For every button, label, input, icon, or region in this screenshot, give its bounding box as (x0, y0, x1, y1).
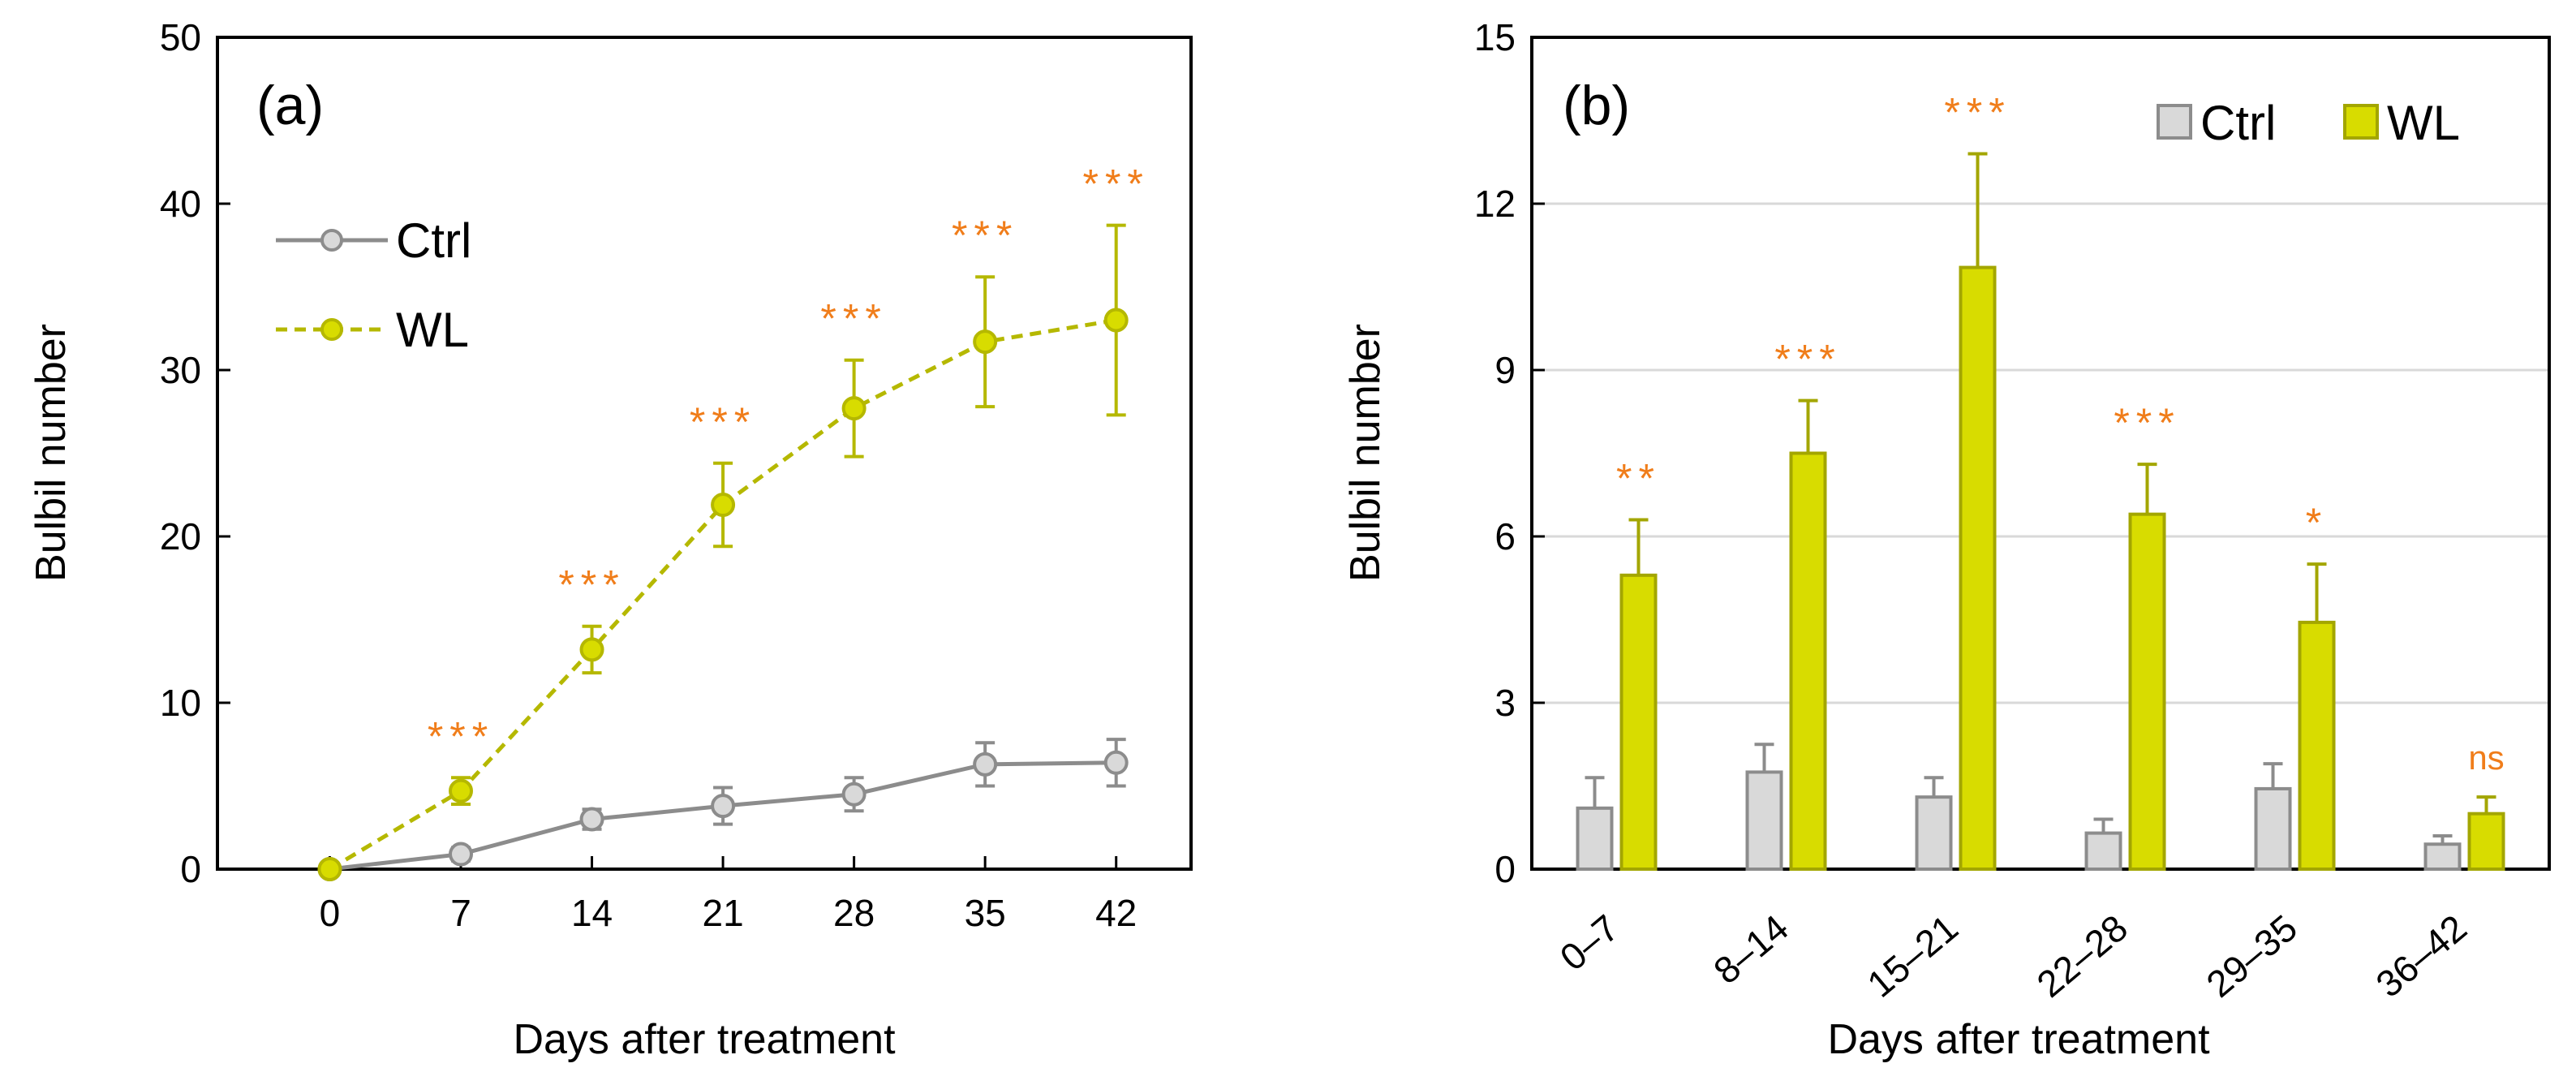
x-tick-label: 42 (1095, 892, 1137, 934)
bar-group (1915, 152, 1997, 872)
bar-group (1745, 398, 1827, 872)
x-tick-label: 35 (965, 892, 1006, 934)
x-tick-label: 15–21 (1860, 906, 1966, 1005)
data-point (711, 794, 736, 819)
x-tick-label: 7 (450, 892, 471, 934)
data-point (841, 781, 867, 807)
significance-label: *** (1774, 337, 1841, 382)
panel-b-label: (b) (1563, 75, 1630, 136)
data-point (1103, 308, 1129, 333)
panel-a-label: (a) (256, 75, 324, 136)
bar-group (1576, 518, 1658, 871)
bar-wl (2128, 512, 2166, 872)
y-tick-label: 15 (1474, 16, 1516, 58)
significance-label: *** (690, 399, 756, 445)
legend-ctrl-swatch (2157, 104, 2192, 140)
y-tick-label: 3 (1494, 682, 1516, 724)
data-point (973, 329, 998, 355)
significance-label: *** (952, 213, 1018, 258)
x-tick-label: 8–14 (1705, 906, 1796, 992)
y-tick-label: 50 (160, 16, 201, 58)
x-tick-label: 28 (833, 892, 875, 934)
significance-label: ns (2468, 738, 2504, 777)
x-tick-label: 14 (571, 892, 613, 934)
panel-a-legend: Ctrl WL (276, 213, 471, 357)
significance-label: *** (2114, 400, 2180, 446)
bar-wl (2467, 812, 2505, 872)
data-point (973, 751, 998, 777)
panel-a-significance-labels: *** *** *** *** *** *** (428, 161, 1150, 760)
legend-ctrl-label: Ctrl (396, 213, 471, 268)
panel-b-legend: Ctrl WL (2157, 96, 2460, 150)
data-point (579, 807, 604, 832)
significance-label: *** (820, 296, 887, 342)
bar-ctrl (2423, 842, 2462, 871)
y-tick-label: 40 (160, 183, 201, 225)
bar-ctrl (1745, 770, 1783, 872)
x-tick-label: 21 (702, 892, 743, 934)
panel-b-y-axis: 0 3 6 9 12 15 (1474, 16, 1545, 890)
bar-wl (2298, 620, 2336, 872)
panel-a-series (317, 223, 1129, 881)
x-tick-label: 0–7 (1552, 906, 1627, 979)
bar-ctrl (1915, 795, 1953, 872)
series-wl (317, 223, 1129, 881)
legend-wl-label: WL (396, 303, 469, 357)
data-point (449, 842, 473, 867)
panel-b-plot-frame (1530, 36, 2551, 871)
panel-b-gridlines (1532, 202, 2549, 704)
bar-ctrl (2254, 786, 2292, 872)
significance-label: * (2306, 500, 2328, 545)
panel-b-x-axis: 0–7 8–14 15–21 22–28 29–35 36–42 (1552, 906, 2475, 1005)
x-tick-label: 0 (320, 892, 341, 934)
panel-b-bars (1576, 152, 2505, 872)
data-point (579, 637, 604, 662)
significance-label: *** (558, 562, 625, 608)
bar-wl (1959, 265, 1997, 872)
y-tick-label: 10 (160, 682, 201, 724)
panel-b-significance-labels: ************ns (1616, 90, 2505, 777)
y-tick-label: 30 (160, 349, 201, 391)
y-tick-label: 0 (1494, 848, 1516, 890)
bar-ctrl (2084, 831, 2122, 872)
data-point (711, 493, 736, 518)
x-tick-label: 36–42 (2368, 906, 2475, 1005)
x-tick-label: 29–35 (2199, 906, 2305, 1005)
panel-b-x-axis-title: Days after treatment (1827, 1016, 2210, 1063)
legend-wl-label: WL (2387, 96, 2460, 150)
panel-a-x-axis-title: Days after treatment (513, 1016, 896, 1063)
panel-a-plot-frame (216, 36, 1193, 871)
significance-label: *** (1083, 161, 1150, 207)
bar-ctrl (1576, 806, 1614, 871)
y-tick-label: 12 (1474, 183, 1516, 225)
significance-label: *** (1944, 90, 2010, 136)
legend-ctrl-marker (320, 229, 343, 252)
significance-label: ** (1616, 456, 1661, 502)
bar-group (2084, 463, 2166, 872)
data-point (841, 396, 867, 421)
significance-label: *** (428, 713, 494, 759)
panel-a-y-axis: 0 10 20 30 40 50 (160, 16, 230, 890)
y-tick-label: 20 (160, 515, 201, 558)
data-point (449, 778, 473, 803)
bar-wl (1619, 573, 1658, 871)
panel-a-y-axis-title: Bulbil number (28, 324, 75, 582)
bar-wl (1789, 451, 1827, 871)
legend-ctrl-label: Ctrl (2200, 96, 2276, 150)
legend-wl-marker (320, 318, 343, 341)
bar-group (2254, 562, 2336, 872)
legend-wl-swatch (2343, 104, 2379, 140)
x-tick-label: 22–28 (2029, 906, 2135, 1005)
bar-group (2423, 795, 2505, 872)
y-tick-label: 9 (1494, 349, 1516, 391)
y-tick-label: 0 (180, 848, 201, 890)
panel-a-x-axis: 0 7 14 21 28 35 42 (320, 856, 1137, 934)
data-point (317, 857, 342, 881)
panel-b-y-axis-title: Bulbil number (1342, 324, 1389, 582)
y-tick-label: 6 (1494, 515, 1516, 558)
data-point (1103, 750, 1129, 775)
